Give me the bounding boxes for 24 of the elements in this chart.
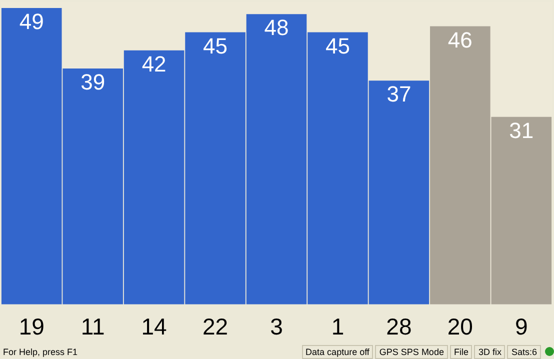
x-tick-label: 11 <box>80 314 105 340</box>
text: File <box>450 344 472 358</box>
data-label: 42 <box>142 51 166 76</box>
data-label: 46 <box>448 27 472 52</box>
data-label: 45 <box>325 33 350 58</box>
x-tick-label: 28 <box>386 314 412 340</box>
x-tick-label: 9 <box>514 314 528 340</box>
x-tick-label: 22 <box>202 314 228 340</box>
text: Data capture off <box>302 344 374 358</box>
data-label: 48 <box>264 15 289 40</box>
x-tick-label: 19 <box>18 314 44 340</box>
x-tick-label: 14 <box>141 314 168 340</box>
text: 3D fix <box>474 344 506 358</box>
data-label: 39 <box>80 70 106 95</box>
text: GPS SPS Mode <box>375 344 448 358</box>
x-tick-label: 3 <box>270 314 283 340</box>
data-label: 49 <box>19 9 44 34</box>
text: Sats:6 <box>507 344 541 358</box>
data-label: 31 <box>509 118 534 143</box>
text: For Help, press F1 <box>2 346 79 358</box>
x-tick-label: 1 <box>331 314 344 340</box>
data-label: 37 <box>386 82 412 107</box>
data-label: 45 <box>203 33 228 58</box>
x-tick-label: 20 <box>447 314 473 340</box>
